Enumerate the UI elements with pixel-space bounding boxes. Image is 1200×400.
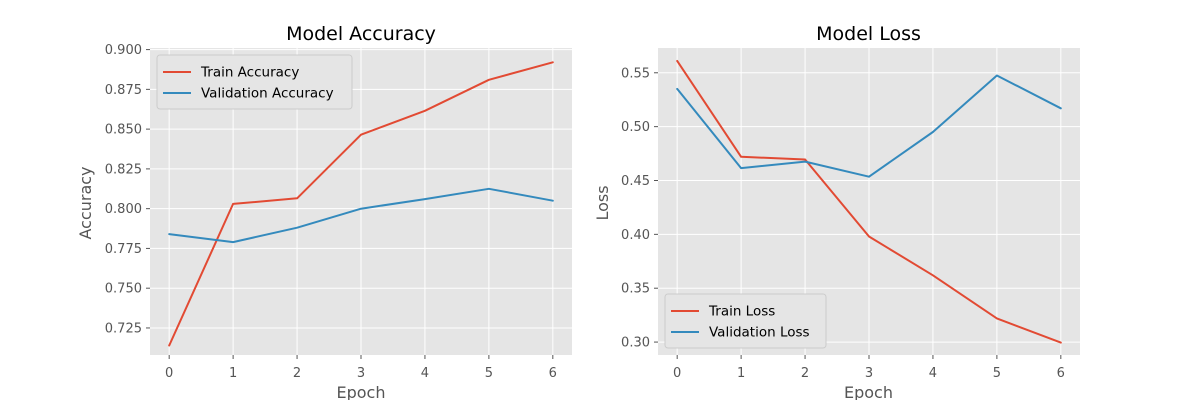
- loss-x-tick-label: 2: [801, 366, 809, 381]
- accuracy-chart: Model Accuracy Epoch Accuracy 0 1 2 3 4 5 6 0.7…: [76, 23, 572, 400]
- accuracy-legend-label-train-accuracy: Train Accuracy: [200, 65, 299, 81]
- accuracy-y-tick-label: 0.750: [105, 282, 142, 297]
- loss-legend: Train Loss Validation Loss: [664, 293, 827, 349]
- loss-x-tick-label: 5: [993, 366, 1001, 381]
- loss-series-validation-loss: [676, 74, 1062, 178]
- accuracy-x-tick-label: 3: [357, 366, 365, 381]
- accuracy-x-tick-label: 4: [421, 366, 429, 381]
- loss-series-train-loss: [676, 59, 1062, 344]
- accuracy-series-train-accuracy: [168, 61, 554, 347]
- accuracy-legend: Train Accuracy Validation Accuracy: [156, 54, 353, 110]
- accuracy-y-tick-label: 0.825: [105, 162, 142, 177]
- loss-x-tick-label: 4: [929, 366, 937, 381]
- loss-y-tick-label: 0.40: [621, 228, 650, 243]
- accuracy-x-tick-label: 5: [485, 366, 493, 381]
- accuracy-x-tick-label: 2: [293, 366, 301, 381]
- accuracy-y-tick-label: 0.850: [105, 123, 142, 138]
- accuracy-y-tick-label: 0.900: [105, 43, 142, 58]
- loss-y-tick-label: 0.35: [621, 282, 650, 297]
- loss-y-tick-label: 0.55: [621, 66, 650, 81]
- loss-x-tick-label: 0: [673, 366, 681, 381]
- accuracy-legend-box: [156, 54, 353, 110]
- accuracy-y-tick-label: 0.775: [105, 242, 142, 257]
- loss-x-tick-label: 3: [865, 366, 873, 381]
- loss-chart: Model Loss Epoch Loss 0 1 2 3 4 5 6 0.30 0.35 0.4…: [593, 23, 1080, 400]
- accuracy-y-tick-label: 0.800: [105, 202, 142, 217]
- loss-x-tick-label: 6: [1057, 366, 1065, 381]
- loss-x-axis-label: Epoch: [844, 383, 893, 400]
- accuracy-y-tick-label: 0.875: [105, 83, 142, 98]
- accuracy-x-tick-label: 6: [549, 366, 557, 381]
- loss-legend-box: [664, 293, 827, 349]
- loss-y-tick-label: 0.50: [621, 120, 650, 135]
- accuracy-y-tick-label: 0.725: [105, 321, 142, 336]
- accuracy-x-axis-label: Epoch: [337, 383, 386, 400]
- accuracy-y-axis-label: Accuracy: [76, 166, 95, 239]
- accuracy-x-tick-label: 1: [229, 366, 237, 381]
- accuracy-legend-label-validation-accuracy: Validation Accuracy: [201, 86, 334, 102]
- loss-y-axis-label: Loss: [593, 185, 612, 220]
- loss-x-tick-label: 1: [737, 366, 745, 381]
- accuracy-x-tick-label: 0: [165, 366, 173, 381]
- accuracy-series-validation-accuracy: [168, 187, 554, 244]
- loss-y-tick-label: 0.45: [621, 174, 650, 189]
- accuracy-chart-title: Model Accuracy: [286, 23, 436, 45]
- loss-legend-label-validation-loss: Validation Loss: [709, 325, 810, 341]
- loss-chart-title: Model Loss: [816, 23, 921, 45]
- loss-y-tick-label: 0.30: [621, 336, 650, 351]
- loss-legend-label-train-loss: Train Loss: [708, 304, 775, 320]
